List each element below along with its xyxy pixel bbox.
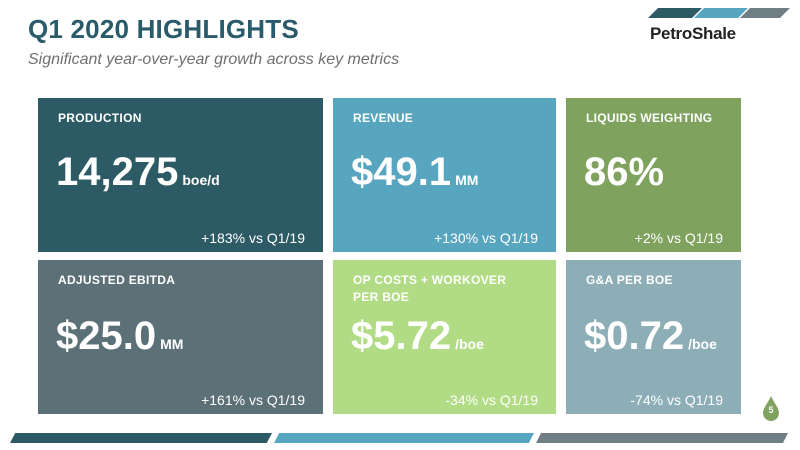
revenue-unit: MM — [455, 172, 479, 188]
gna-value: $0.72 — [584, 314, 685, 358]
revenue-value-wrap: $49.1 MM — [351, 150, 478, 195]
footer-stripe-gray — [536, 433, 788, 443]
opcosts-label-line2: PER BOE — [353, 290, 410, 304]
opcosts-label: OP COSTS + WORKOVER PER BOE — [353, 272, 506, 306]
opcosts-value: $5.72 — [351, 314, 452, 358]
page-subtitle: Significant year-over-year growth across… — [28, 51, 400, 68]
opcosts-change: -34% vs Q1/19 — [445, 392, 538, 408]
production-value-wrap: 14,275 boe/d — [56, 150, 220, 195]
company-logo: PetroShale — [644, 6, 794, 46]
liquids-label: LIQUIDS WEIGHTING — [586, 111, 713, 125]
gna-value-wrap: $0.72/boe — [584, 314, 717, 359]
revenue-change: +130% vs Q1/19 — [434, 230, 538, 246]
footer-stripe-dark — [10, 433, 272, 443]
page-number-drop-icon — [763, 396, 779, 421]
op-costs-tile: OP COSTS + WORKOVER PER BOE $5.72/boe -3… — [333, 260, 556, 414]
liquids-weighting-tile: LIQUIDS WEIGHTING 86% +2% vs Q1/19 — [566, 98, 741, 252]
adjusted-ebitda-tile: ADJUSTED EBITDA $25.0 MM +161% vs Q1/19 — [38, 260, 323, 414]
ebitda-value-wrap: $25.0 MM — [56, 314, 183, 359]
revenue-value: $49.1 — [351, 150, 452, 194]
gna-per-boe-tile: G&A PER BOE $0.72/boe -74% vs Q1/19 — [566, 260, 741, 414]
production-change: +183% vs Q1/19 — [201, 230, 305, 246]
liquids-value-wrap: 86% — [584, 150, 664, 195]
gna-unit: /boe — [688, 336, 717, 352]
page-number: 5 — [768, 405, 774, 415]
revenue-label: REVENUE — [353, 111, 414, 125]
ebitda-value: $25.0 — [56, 314, 157, 358]
opcosts-value-wrap: $5.72/boe — [351, 314, 484, 359]
footer-stripe-blue — [274, 433, 534, 443]
logo-text: PetroShale — [650, 24, 736, 43]
opcosts-unit: /boe — [455, 336, 484, 352]
ebitda-change: +161% vs Q1/19 — [201, 392, 305, 408]
ebitda-unit: MM — [160, 336, 184, 352]
opcosts-label-line1: OP COSTS + WORKOVER — [353, 273, 507, 287]
liquids-change: +2% vs Q1/19 — [634, 230, 723, 246]
gna-label: G&A PER BOE — [586, 273, 673, 287]
logo-stripes-icon — [648, 8, 790, 18]
production-value: 14,275 — [56, 150, 179, 194]
production-unit: boe/d — [182, 172, 220, 188]
production-tile: PRODUCTION 14,275 boe/d +183% vs Q1/19 — [38, 98, 323, 252]
liquids-value: 86% — [584, 150, 665, 194]
page-title: Q1 2020 HIGHLIGHTS — [28, 14, 299, 44]
revenue-tile: REVENUE $49.1 MM +130% vs Q1/19 — [333, 98, 556, 252]
production-label: PRODUCTION — [58, 111, 142, 125]
ebitda-label: ADJUSTED EBITDA — [58, 273, 176, 287]
gna-change: -74% vs Q1/19 — [630, 392, 723, 408]
